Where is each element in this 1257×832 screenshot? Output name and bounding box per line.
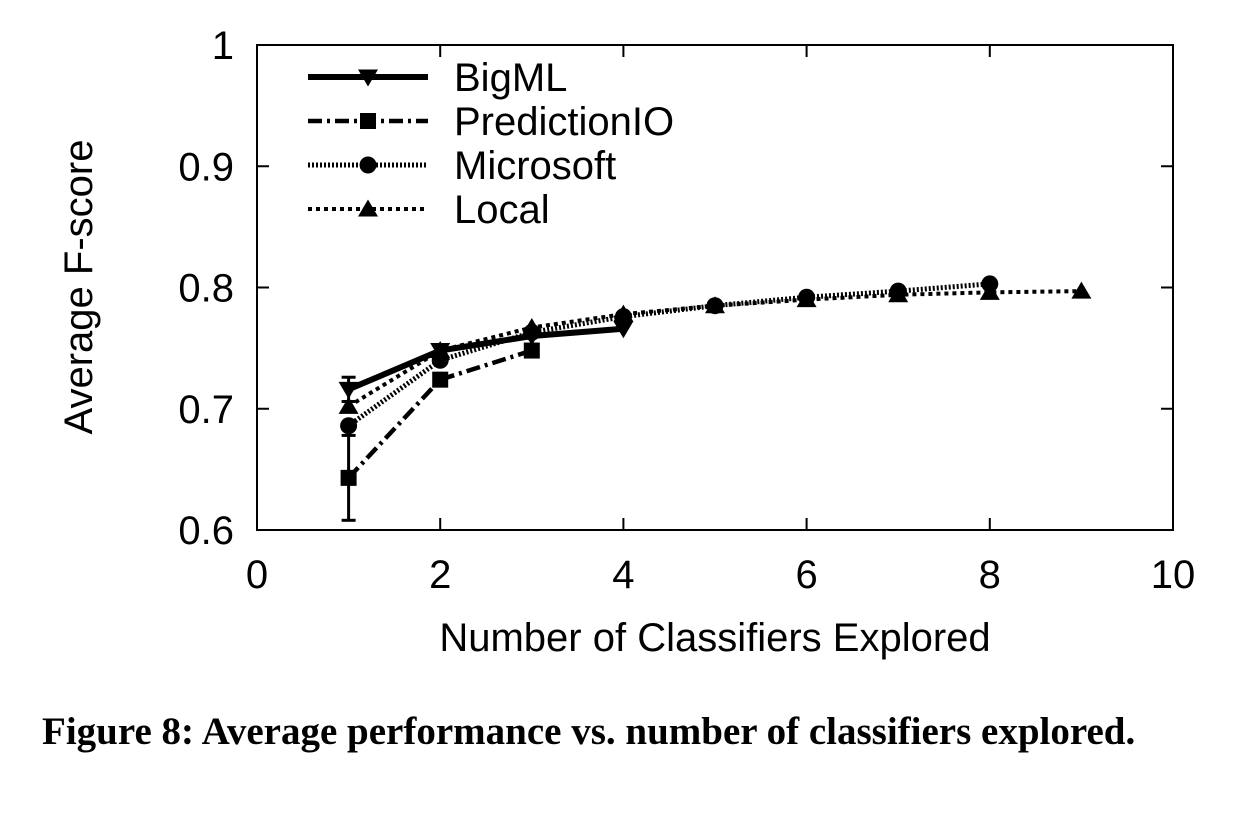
- triangle-up-marker: [358, 199, 378, 217]
- triangle-down-marker: [358, 69, 378, 87]
- triangle-down-marker: [430, 343, 451, 361]
- legend-label: Local: [454, 188, 550, 232]
- y-tick-label: 1: [212, 24, 234, 68]
- legend-label: Microsoft: [454, 144, 616, 188]
- legend-item-microsoft: Microsoft: [308, 144, 616, 188]
- circle-marker: [706, 297, 724, 315]
- axis-ticks: 0 2 4 6 8 10 0.6 0.7 0.8 0.9 1: [178, 24, 1195, 597]
- series-line: [347, 281, 990, 428]
- square-marker: [432, 371, 449, 388]
- plot-frame: [256, 44, 1174, 531]
- y-axis-title: Average F-score: [57, 140, 101, 435]
- y-tick-label: 0.8: [178, 267, 234, 311]
- series-bigml: [338, 321, 634, 403]
- circle-marker: [614, 308, 632, 326]
- figure-caption: Figure 8: Average performance vs. number…: [42, 710, 1136, 753]
- legend-item-local: Local: [308, 188, 550, 232]
- x-tick-label: 2: [429, 553, 451, 597]
- circle-marker: [359, 156, 377, 174]
- series-microsoft: [340, 275, 999, 435]
- circle-marker: [431, 351, 449, 369]
- circle-marker: [798, 288, 816, 306]
- series-layer: [338, 275, 1092, 522]
- line-chart: 0 2 4 6 8 10 0.6 0.7 0.8 0.9 1 BigMLPredictionIOMi…: [57, 24, 1195, 660]
- circle-marker: [340, 417, 358, 435]
- square-marker: [360, 113, 376, 129]
- circle-marker: [889, 282, 907, 300]
- legend-label: BigML: [454, 56, 567, 100]
- legend-item-bigml: BigML: [308, 56, 567, 100]
- triangle-up-marker: [1071, 281, 1092, 299]
- legend-item-predictionio: PredictionIO: [308, 100, 674, 144]
- x-tick-label: 4: [612, 553, 634, 597]
- x-tick-label: 10: [1151, 553, 1196, 597]
- circle-marker: [981, 275, 999, 293]
- y-tick-label: 0.6: [178, 509, 234, 553]
- square-marker: [340, 469, 357, 486]
- legend-label: PredictionIO: [454, 100, 674, 144]
- y-tick-label: 0.9: [178, 145, 234, 189]
- triangle-down-marker: [338, 381, 359, 399]
- x-tick-label: 0: [246, 553, 268, 597]
- triangle-down-marker: [521, 328, 542, 346]
- series-predictionio: [340, 342, 540, 522]
- series-line: [347, 325, 624, 393]
- triangle-up-marker: [338, 396, 359, 414]
- triangle-down-marker: [613, 321, 634, 339]
- square-marker: [523, 342, 540, 359]
- x-tick-label: 8: [979, 553, 1001, 597]
- x-axis-title: Number of Classifiers Explored: [439, 616, 990, 660]
- series-line: [346, 348, 533, 480]
- x-tick-label: 6: [795, 553, 817, 597]
- y-tick-label: 0.7: [178, 388, 234, 432]
